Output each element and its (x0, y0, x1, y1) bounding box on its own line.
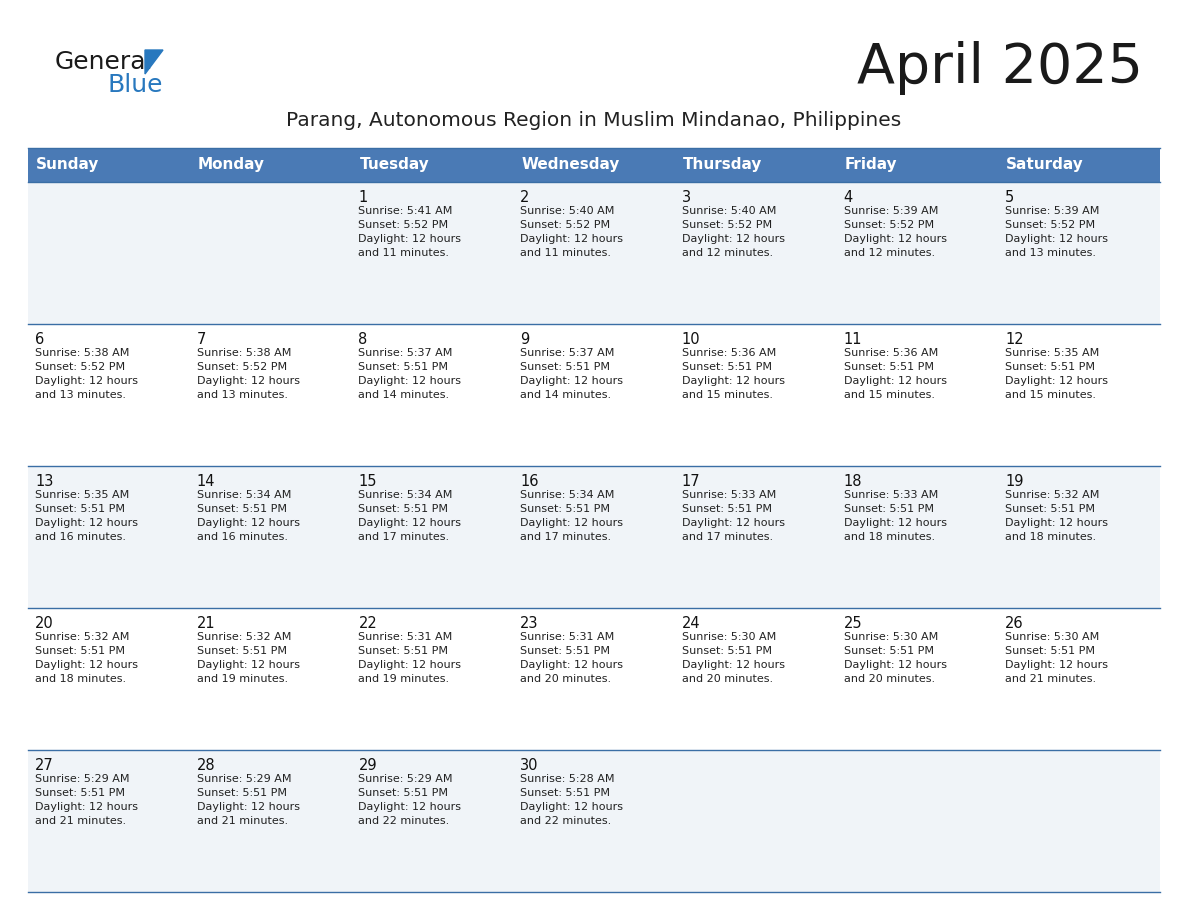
Text: 5: 5 (1005, 190, 1015, 205)
Text: Sunrise: 5:35 AM
Sunset: 5:51 PM
Daylight: 12 hours
and 16 minutes.: Sunrise: 5:35 AM Sunset: 5:51 PM Dayligh… (34, 490, 138, 542)
Text: 30: 30 (520, 758, 538, 773)
Text: 17: 17 (682, 474, 701, 489)
Text: Sunrise: 5:39 AM
Sunset: 5:52 PM
Daylight: 12 hours
and 13 minutes.: Sunrise: 5:39 AM Sunset: 5:52 PM Dayligh… (1005, 206, 1108, 258)
Bar (352, 148, 513, 182)
Text: Sunrise: 5:38 AM
Sunset: 5:52 PM
Daylight: 12 hours
and 13 minutes.: Sunrise: 5:38 AM Sunset: 5:52 PM Dayligh… (34, 348, 138, 400)
Text: Sunrise: 5:32 AM
Sunset: 5:51 PM
Daylight: 12 hours
and 18 minutes.: Sunrise: 5:32 AM Sunset: 5:51 PM Dayligh… (34, 632, 138, 684)
Text: Sunrise: 5:38 AM
Sunset: 5:52 PM
Daylight: 12 hours
and 13 minutes.: Sunrise: 5:38 AM Sunset: 5:52 PM Dayligh… (197, 348, 299, 400)
Text: Friday: Friday (845, 158, 897, 173)
Text: Sunrise: 5:37 AM
Sunset: 5:51 PM
Daylight: 12 hours
and 14 minutes.: Sunrise: 5:37 AM Sunset: 5:51 PM Dayligh… (359, 348, 461, 400)
Text: Sunrise: 5:28 AM
Sunset: 5:51 PM
Daylight: 12 hours
and 22 minutes.: Sunrise: 5:28 AM Sunset: 5:51 PM Dayligh… (520, 774, 624, 826)
Text: Wednesday: Wednesday (522, 158, 619, 173)
Text: Sunrise: 5:33 AM
Sunset: 5:51 PM
Daylight: 12 hours
and 17 minutes.: Sunrise: 5:33 AM Sunset: 5:51 PM Dayligh… (682, 490, 785, 542)
Text: 26: 26 (1005, 616, 1024, 631)
Text: Sunrise: 5:40 AM
Sunset: 5:52 PM
Daylight: 12 hours
and 11 minutes.: Sunrise: 5:40 AM Sunset: 5:52 PM Dayligh… (520, 206, 624, 258)
Bar (513, 148, 675, 182)
Text: 7: 7 (197, 332, 206, 347)
Text: Sunday: Sunday (36, 158, 100, 173)
Text: General: General (55, 50, 153, 74)
Text: Sunrise: 5:34 AM
Sunset: 5:51 PM
Daylight: 12 hours
and 16 minutes.: Sunrise: 5:34 AM Sunset: 5:51 PM Dayligh… (197, 490, 299, 542)
Text: 6: 6 (34, 332, 44, 347)
Text: Sunrise: 5:41 AM
Sunset: 5:52 PM
Daylight: 12 hours
and 11 minutes.: Sunrise: 5:41 AM Sunset: 5:52 PM Dayligh… (359, 206, 461, 258)
Bar (29, 608, 1159, 750)
Text: 23: 23 (520, 616, 538, 631)
Text: Sunrise: 5:31 AM
Sunset: 5:51 PM
Daylight: 12 hours
and 20 minutes.: Sunrise: 5:31 AM Sunset: 5:51 PM Dayligh… (520, 632, 624, 684)
Polygon shape (145, 50, 163, 74)
Text: 18: 18 (843, 474, 862, 489)
Bar (29, 324, 1159, 466)
Text: 20: 20 (34, 616, 53, 631)
Bar (29, 148, 190, 182)
Text: 1: 1 (359, 190, 367, 205)
Bar (836, 148, 998, 182)
Text: 16: 16 (520, 474, 538, 489)
Text: Sunrise: 5:30 AM
Sunset: 5:51 PM
Daylight: 12 hours
and 20 minutes.: Sunrise: 5:30 AM Sunset: 5:51 PM Dayligh… (682, 632, 785, 684)
Text: April 2025: April 2025 (857, 41, 1143, 95)
Text: 25: 25 (843, 616, 862, 631)
Text: Sunrise: 5:29 AM
Sunset: 5:51 PM
Daylight: 12 hours
and 21 minutes.: Sunrise: 5:29 AM Sunset: 5:51 PM Dayligh… (34, 774, 138, 826)
Text: Sunrise: 5:29 AM
Sunset: 5:51 PM
Daylight: 12 hours
and 22 minutes.: Sunrise: 5:29 AM Sunset: 5:51 PM Dayligh… (359, 774, 461, 826)
Text: Sunrise: 5:30 AM
Sunset: 5:51 PM
Daylight: 12 hours
and 20 minutes.: Sunrise: 5:30 AM Sunset: 5:51 PM Dayligh… (843, 632, 947, 684)
Text: Saturday: Saturday (1006, 158, 1083, 173)
Bar (29, 750, 1159, 892)
Text: Sunrise: 5:36 AM
Sunset: 5:51 PM
Daylight: 12 hours
and 15 minutes.: Sunrise: 5:36 AM Sunset: 5:51 PM Dayligh… (843, 348, 947, 400)
Text: Sunrise: 5:29 AM
Sunset: 5:51 PM
Daylight: 12 hours
and 21 minutes.: Sunrise: 5:29 AM Sunset: 5:51 PM Dayligh… (197, 774, 299, 826)
Text: Sunrise: 5:31 AM
Sunset: 5:51 PM
Daylight: 12 hours
and 19 minutes.: Sunrise: 5:31 AM Sunset: 5:51 PM Dayligh… (359, 632, 461, 684)
Text: 11: 11 (843, 332, 862, 347)
Bar (29, 466, 1159, 608)
Text: Tuesday: Tuesday (360, 158, 429, 173)
Text: 22: 22 (359, 616, 377, 631)
Text: 8: 8 (359, 332, 367, 347)
Text: 19: 19 (1005, 474, 1024, 489)
Text: 12: 12 (1005, 332, 1024, 347)
Text: 29: 29 (359, 758, 377, 773)
Text: 4: 4 (843, 190, 853, 205)
Text: 13: 13 (34, 474, 53, 489)
Text: Blue: Blue (107, 73, 163, 97)
Text: Parang, Autonomous Region in Muslim Mindanao, Philippines: Parang, Autonomous Region in Muslim Mind… (286, 110, 902, 129)
Bar (29, 182, 1159, 324)
Text: Sunrise: 5:32 AM
Sunset: 5:51 PM
Daylight: 12 hours
and 19 minutes.: Sunrise: 5:32 AM Sunset: 5:51 PM Dayligh… (197, 632, 299, 684)
Text: Sunrise: 5:36 AM
Sunset: 5:51 PM
Daylight: 12 hours
and 15 minutes.: Sunrise: 5:36 AM Sunset: 5:51 PM Dayligh… (682, 348, 785, 400)
Text: 27: 27 (34, 758, 53, 773)
Bar (190, 148, 352, 182)
Text: Sunrise: 5:30 AM
Sunset: 5:51 PM
Daylight: 12 hours
and 21 minutes.: Sunrise: 5:30 AM Sunset: 5:51 PM Dayligh… (1005, 632, 1108, 684)
Text: 28: 28 (197, 758, 215, 773)
Text: Sunrise: 5:33 AM
Sunset: 5:51 PM
Daylight: 12 hours
and 18 minutes.: Sunrise: 5:33 AM Sunset: 5:51 PM Dayligh… (843, 490, 947, 542)
Text: Sunrise: 5:34 AM
Sunset: 5:51 PM
Daylight: 12 hours
and 17 minutes.: Sunrise: 5:34 AM Sunset: 5:51 PM Dayligh… (359, 490, 461, 542)
Text: Sunrise: 5:35 AM
Sunset: 5:51 PM
Daylight: 12 hours
and 15 minutes.: Sunrise: 5:35 AM Sunset: 5:51 PM Dayligh… (1005, 348, 1108, 400)
Text: 24: 24 (682, 616, 701, 631)
Text: Monday: Monday (197, 158, 265, 173)
Text: Thursday: Thursday (683, 158, 763, 173)
Text: 3: 3 (682, 190, 691, 205)
Text: Sunrise: 5:34 AM
Sunset: 5:51 PM
Daylight: 12 hours
and 17 minutes.: Sunrise: 5:34 AM Sunset: 5:51 PM Dayligh… (520, 490, 624, 542)
Text: 14: 14 (197, 474, 215, 489)
Text: Sunrise: 5:32 AM
Sunset: 5:51 PM
Daylight: 12 hours
and 18 minutes.: Sunrise: 5:32 AM Sunset: 5:51 PM Dayligh… (1005, 490, 1108, 542)
Text: Sunrise: 5:37 AM
Sunset: 5:51 PM
Daylight: 12 hours
and 14 minutes.: Sunrise: 5:37 AM Sunset: 5:51 PM Dayligh… (520, 348, 624, 400)
Text: 10: 10 (682, 332, 701, 347)
Bar (998, 148, 1159, 182)
Bar (675, 148, 836, 182)
Text: Sunrise: 5:40 AM
Sunset: 5:52 PM
Daylight: 12 hours
and 12 minutes.: Sunrise: 5:40 AM Sunset: 5:52 PM Dayligh… (682, 206, 785, 258)
Text: Sunrise: 5:39 AM
Sunset: 5:52 PM
Daylight: 12 hours
and 12 minutes.: Sunrise: 5:39 AM Sunset: 5:52 PM Dayligh… (843, 206, 947, 258)
Text: 2: 2 (520, 190, 530, 205)
Text: 21: 21 (197, 616, 215, 631)
Text: 9: 9 (520, 332, 530, 347)
Text: 15: 15 (359, 474, 377, 489)
